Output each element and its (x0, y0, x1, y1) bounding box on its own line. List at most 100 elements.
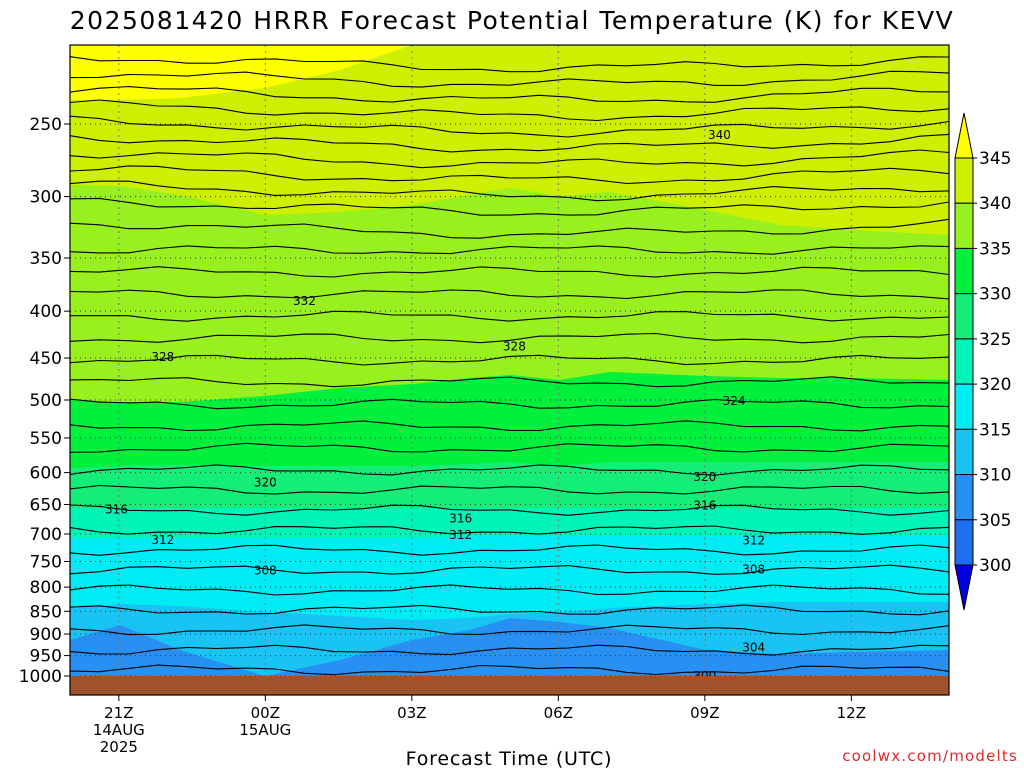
contour-line (70, 644, 949, 656)
contour-line (70, 149, 949, 169)
contour-label: 328 (151, 350, 174, 364)
colorbar-label: 325 (979, 330, 1011, 350)
contour-line (70, 420, 949, 432)
contour-line (70, 165, 949, 185)
contour-label: 320 (693, 470, 716, 484)
y-tick-label: 850 (30, 602, 62, 622)
colorbar-box (954, 338, 974, 385)
x-tick-label: 21Z (104, 704, 133, 722)
contour-line (70, 604, 949, 616)
contour-label: 320 (254, 475, 277, 489)
colorbar-box (954, 383, 974, 430)
ground-surface (70, 676, 949, 695)
colorbar-arrow-bottom (954, 564, 974, 611)
colorbar-label: 320 (979, 375, 1011, 395)
colorbar-label: 330 (979, 285, 1011, 305)
y-tick-label: 550 (30, 429, 62, 449)
contour-labels: 340 332 328 328 324 320 320 316 316 316 312 312 312 3… (105, 128, 765, 683)
contour-line (70, 310, 949, 322)
filled-bands (70, 45, 949, 700)
colorbar-label: 345 (979, 149, 1011, 169)
x-axis-label: Forecast Time (UTC) (406, 748, 613, 768)
y-tick-label: 900 (30, 625, 62, 645)
contour-line (70, 398, 949, 410)
contour-line (70, 70, 949, 88)
contour-label: 340 (708, 128, 731, 142)
y-tick-label: 500 (30, 391, 62, 411)
x-tick-label: 09Z (690, 704, 719, 722)
contour-label: 312 (742, 534, 765, 548)
colorbar: 345 340 335 330 325 320 315 310 305 300 (954, 112, 1011, 611)
y-tick-label: 600 (30, 464, 62, 484)
contour-label: 304 (742, 641, 765, 655)
y-tick-label: 1000 (19, 667, 62, 687)
colorbar-box (954, 293, 974, 340)
colorbar-box (954, 428, 974, 476)
contour-line (70, 564, 949, 575)
grid-lines (70, 45, 949, 695)
contour-line (70, 484, 949, 495)
colorbar-label: 310 (979, 466, 1011, 486)
x-tick-label: 00Z (251, 704, 280, 722)
contour-line (70, 99, 949, 122)
colorbar-box (954, 202, 974, 249)
contour-line (70, 664, 949, 676)
contour-line (70, 442, 949, 453)
contour-label: 312 (449, 528, 472, 542)
contour-line (70, 464, 949, 476)
contour-line (70, 624, 949, 636)
contour-label: 316 (449, 511, 472, 525)
contour-line (70, 504, 949, 516)
contour-label: 316 (693, 499, 716, 513)
contour-line (70, 332, 949, 344)
contour-line (70, 56, 949, 73)
contour-line (70, 245, 949, 255)
contour-line (70, 266, 949, 278)
contour-line (70, 180, 949, 202)
contour-line (70, 133, 949, 153)
y-tick-label: 400 (30, 302, 62, 322)
contour-label: 324 (723, 394, 746, 408)
plot-area: 340 332 328 328 324 320 320 316 316 316 312 312 312 3… (70, 45, 949, 700)
x-tick-label: 14AUG (93, 721, 145, 739)
colorbar-label: 340 (979, 194, 1011, 214)
colorbar-label: 315 (979, 420, 1011, 440)
colorbar-box (954, 157, 974, 204)
y-tick-label: 350 (30, 249, 62, 269)
contour-line (70, 197, 949, 216)
y-tick-label: 950 (30, 647, 62, 667)
contour-label: 312 (151, 533, 174, 547)
contour-label: 316 (105, 502, 128, 516)
x-tick-label: 15AUG (239, 721, 291, 739)
plot-frame (69, 44, 950, 696)
colorbar-box (954, 519, 974, 566)
colorbar-box (954, 474, 974, 521)
contour-label: 308 (254, 563, 277, 577)
contour-line (70, 289, 949, 300)
x-tick-label: 12Z (837, 704, 866, 722)
contour-label: 308 (742, 562, 765, 576)
chart-title: 2025081420 HRRR Forecast Potential Tempe… (70, 6, 954, 35)
contour-line (70, 218, 949, 239)
contour-line (70, 525, 949, 535)
contour-line (70, 115, 949, 138)
contour-line (70, 376, 949, 388)
colorbar-arrow-top (954, 112, 974, 159)
y-tick-label: 800 (30, 578, 62, 598)
x-tick-label: 2025 (100, 738, 138, 756)
y-tick-label: 450 (30, 349, 62, 369)
x-tick-label: 06Z (544, 704, 573, 722)
colorbar-label: 305 (979, 511, 1011, 531)
contour-lines (70, 56, 949, 676)
y-tick-label: 300 (30, 188, 62, 208)
y-tick-label: 700 (30, 525, 62, 545)
contour-line (70, 354, 949, 366)
y-tick-label: 250 (30, 115, 62, 135)
credit-text: coolwx.com/modelts (842, 747, 1018, 765)
band-below-310 (70, 618, 949, 695)
band-below-305 (70, 695, 949, 700)
colorbar-label: 300 (979, 556, 1011, 576)
colorbar-box (954, 247, 974, 295)
